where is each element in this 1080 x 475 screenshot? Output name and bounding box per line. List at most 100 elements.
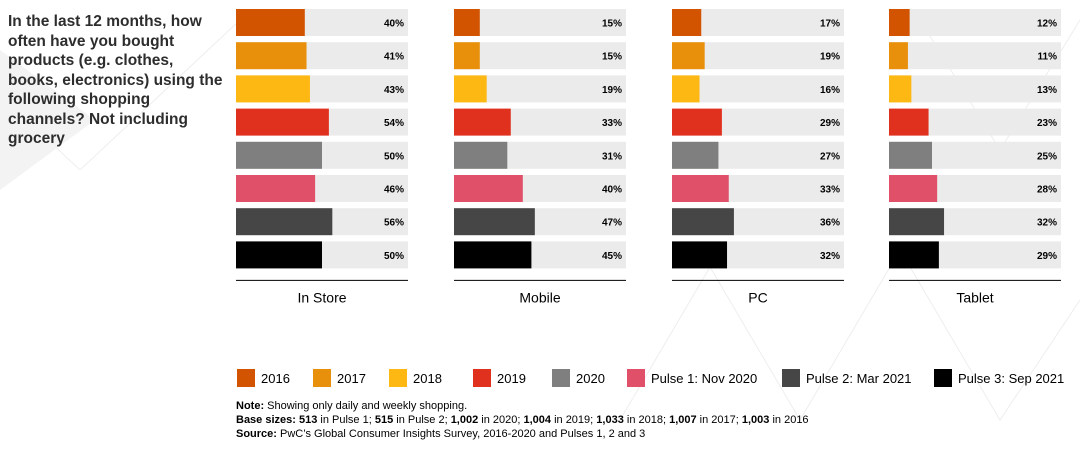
bar	[454, 108, 511, 136]
data-label: 56%	[384, 218, 404, 229]
data-label: 32%	[820, 251, 840, 262]
bar	[454, 241, 532, 269]
bar	[672, 175, 729, 202]
bar-chart: 40% 41% 43% 54% 50% 46% 56% 50% In Store 15% 15% 19…	[236, 9, 1061, 305]
data-label: 36%	[820, 218, 840, 229]
legend-label: 2018	[413, 370, 442, 386]
bar	[889, 9, 910, 36]
data-label: 28%	[1037, 185, 1057, 196]
bar	[236, 42, 307, 70]
bar	[889, 42, 908, 70]
legend-label: Pulse 1: Nov 2020	[651, 370, 758, 386]
legend-swatch	[473, 369, 491, 387]
legend-swatch	[389, 369, 407, 387]
bar	[454, 75, 487, 103]
bar	[672, 108, 722, 136]
data-label: 16%	[820, 85, 840, 96]
data-label: 27%	[820, 151, 840, 162]
base-size-value: 1,003	[741, 414, 770, 426]
base-size-label: in 2016	[769, 414, 809, 426]
bar	[454, 141, 508, 169]
data-label: 23%	[1037, 118, 1057, 129]
data-label: 19%	[602, 85, 622, 96]
bar	[889, 75, 912, 103]
bar	[889, 108, 929, 136]
bar	[236, 108, 329, 136]
note-line: Note: Showing only daily and weekly shop…	[236, 399, 809, 413]
data-label: 46%	[384, 185, 404, 196]
legend-item: 2018	[389, 368, 442, 388]
data-label: 40%	[384, 19, 404, 30]
base-size-label: in 2017;	[696, 414, 742, 426]
data-label: 29%	[1037, 251, 1057, 262]
legend-item: 2017	[313, 368, 366, 388]
bar	[454, 175, 523, 202]
data-label: 17%	[820, 19, 840, 30]
bar-track	[672, 75, 844, 103]
data-label: 32%	[1037, 218, 1057, 229]
bar	[672, 9, 702, 36]
base-size-label: in 2020;	[478, 414, 524, 426]
base-sizes-text: 513 in Pulse 1; 515 in Pulse 2; 1,002 in…	[299, 414, 809, 426]
legend-item: 2019	[473, 368, 526, 388]
legend-item: Pulse 3: Sep 2021	[934, 368, 1064, 388]
source-text: PwC’s Global Consumer Insights Survey, 2…	[276, 428, 646, 440]
base-size-value: 1,004	[523, 414, 552, 426]
bar	[672, 241, 728, 269]
legend-item: Pulse 1: Nov 2020	[627, 368, 757, 388]
note-label: Note:	[236, 400, 265, 412]
panel-label: PC	[748, 289, 767, 305]
data-label: 45%	[602, 251, 622, 262]
base-size-value: 513	[299, 414, 318, 426]
data-label: 11%	[1038, 52, 1058, 63]
bar	[236, 208, 333, 236]
bar-track	[454, 9, 626, 36]
survey-question: In the last 12 months, how often have yo…	[8, 13, 223, 147]
data-label: 13%	[1037, 85, 1057, 96]
bar	[236, 75, 310, 103]
legend-label: 2016	[261, 370, 290, 386]
data-label: 12%	[1037, 19, 1057, 30]
data-label: 50%	[384, 151, 404, 162]
bar	[889, 141, 932, 169]
bar	[236, 141, 322, 169]
bar	[236, 9, 305, 36]
panel-label: Tablet	[956, 289, 993, 305]
bar	[236, 175, 316, 202]
data-label: 33%	[820, 185, 840, 196]
data-label: 25%	[1037, 151, 1057, 162]
chart-notes: Note: Showing only daily and weekly shop…	[236, 399, 809, 441]
bar	[672, 75, 700, 103]
panel-label: Mobile	[519, 289, 560, 305]
panel-pc: 17% 19% 16% 29% 27% 33% 36% 32% PC	[672, 9, 844, 305]
data-label: 19%	[820, 52, 840, 63]
bar	[454, 208, 535, 236]
bar-track	[889, 75, 1061, 103]
bar	[672, 141, 719, 169]
bar	[236, 241, 322, 269]
bar-track	[454, 42, 626, 70]
source-line: Source: PwC’s Global Consumer Insights S…	[236, 427, 809, 441]
legend-label: 2017	[337, 370, 366, 386]
legend-label: Pulse 2: Mar 2021	[806, 370, 912, 386]
bar-track	[889, 9, 1061, 36]
base-size-value: 1,033	[596, 414, 624, 426]
legend-swatch	[237, 369, 255, 387]
data-label: 40%	[602, 185, 622, 196]
base-size-label: in 2018;	[623, 414, 670, 426]
legend-label: Pulse 3: Sep 2021	[958, 370, 1065, 386]
data-label: 15%	[602, 52, 622, 63]
data-label: 33%	[602, 118, 622, 129]
data-label: 43%	[384, 85, 404, 96]
bar-track	[889, 42, 1061, 70]
data-label: 41%	[384, 52, 404, 63]
legend-item: 2016	[237, 368, 290, 388]
data-label: 29%	[820, 118, 840, 129]
bar	[889, 175, 938, 202]
panel-mobile: 15% 15% 19% 33% 31% 40% 47% 45% Mobile	[454, 9, 626, 305]
base-sizes-label: Base sizes:	[236, 414, 296, 426]
data-label: 15%	[602, 19, 622, 30]
base-size-label: in Pulse 1;	[317, 414, 375, 426]
data-label: 31%	[602, 151, 622, 162]
panel-label: In Store	[297, 289, 346, 305]
